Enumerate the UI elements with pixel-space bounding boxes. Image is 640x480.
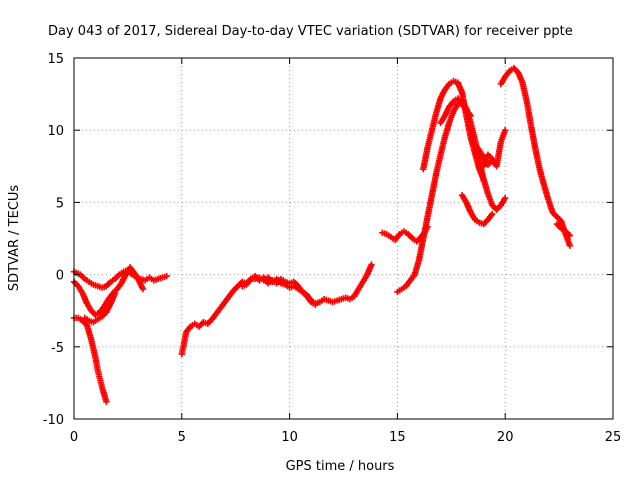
chart-title: Day 043 of 2017, Sidereal Day-to-day VTE… — [48, 24, 573, 39]
y-tick-label: 10 — [47, 124, 64, 139]
data-marks — [70, 64, 574, 405]
series-marks — [553, 220, 574, 239]
y-axis: -10 -5 0 5 10 15 — [43, 52, 613, 428]
y-tick-label: 5 — [56, 196, 64, 211]
y-tick-label: 15 — [47, 52, 64, 67]
series-marks — [471, 141, 496, 169]
series-7 — [394, 98, 487, 296]
x-axis: 0 5 10 15 20 25 — [70, 58, 621, 445]
x-tick-label: 10 — [281, 430, 298, 445]
y-axis-label: SDTVAR / TECUs — [7, 185, 22, 292]
series-marks — [497, 64, 574, 249]
y-tick-label: 0 — [56, 269, 64, 284]
x-tick-label: 20 — [497, 430, 514, 445]
series-12 — [471, 141, 496, 169]
x-tick-label: 0 — [70, 430, 78, 445]
series-marks — [81, 290, 119, 326]
y-tick-label: -5 — [51, 341, 64, 356]
y-tick-label: -10 — [43, 413, 64, 428]
plot-frame — [73, 57, 614, 420]
series-5 — [238, 272, 319, 309]
series-3 — [81, 290, 119, 326]
grid — [74, 58, 613, 419]
x-axis-label: GPS time / hours — [286, 459, 395, 474]
series-marks — [437, 95, 474, 127]
series-13 — [497, 64, 574, 249]
series-2 — [70, 314, 110, 405]
series-marks — [70, 314, 110, 405]
x-tick-label: 25 — [605, 430, 622, 445]
series-marks — [458, 191, 496, 228]
series-9 — [437, 95, 474, 127]
series-marks — [394, 98, 487, 296]
series-14 — [553, 220, 574, 239]
series-marks — [238, 272, 319, 309]
series-10 — [458, 191, 496, 228]
x-tick-label: 15 — [389, 430, 406, 445]
series-marks — [178, 261, 375, 358]
series-4 — [178, 261, 375, 358]
x-tick-label: 5 — [178, 430, 186, 445]
